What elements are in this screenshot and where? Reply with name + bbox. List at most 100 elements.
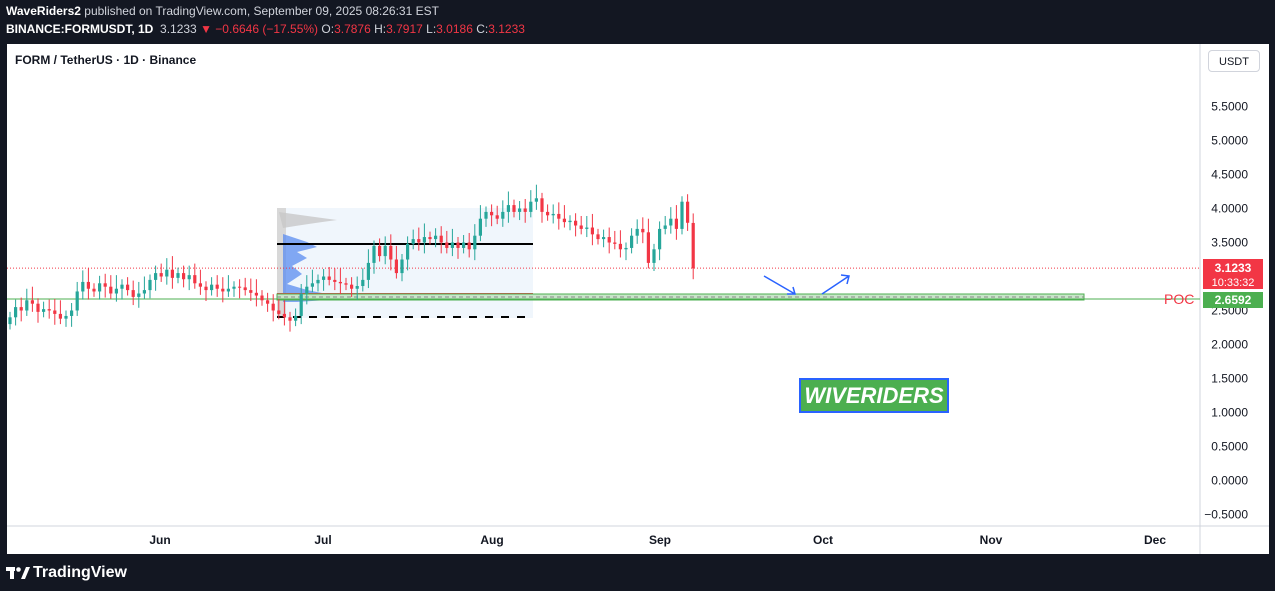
candle-body <box>456 242 460 248</box>
candle-body <box>92 288 96 292</box>
current-price-badge <box>1203 259 1263 289</box>
candle-body <box>30 300 34 304</box>
candle-body <box>400 259 404 274</box>
candle-body <box>182 273 186 280</box>
candle-body <box>277 310 281 314</box>
candle-body <box>467 242 471 250</box>
candle-body <box>596 234 600 240</box>
y-tick-label: 4.5000 <box>1211 168 1248 182</box>
candle-body <box>338 281 342 284</box>
candle-body <box>8 317 12 325</box>
candle-body <box>64 315 68 319</box>
arrow-up-icon <box>821 274 850 295</box>
candle-body <box>658 228 662 250</box>
candle-body <box>372 245 376 263</box>
candle-body <box>394 259 398 274</box>
tradingview-logo-icon <box>6 567 30 579</box>
last-price: 3.1233 <box>160 22 197 36</box>
candle-body <box>193 275 197 284</box>
candle-body <box>42 309 46 312</box>
publisher-name[interactable]: WaveRiders2 <box>6 4 81 18</box>
candle-body <box>501 211 505 219</box>
candle-body <box>142 290 146 294</box>
price-chart[interactable]: WIVERIDERS 5.5000 5.0000 4.5000 4.0000 3.5000… <box>7 44 1269 554</box>
candle-body <box>518 208 522 212</box>
candle-body <box>215 284 219 289</box>
candle-body <box>243 287 247 291</box>
candle-body <box>109 286 113 294</box>
candle-body <box>187 275 191 280</box>
symbol-legend: FORM / TetherUS · 1D · Binance <box>15 53 197 67</box>
candle-body <box>36 303 40 312</box>
symbol-label: BINANCE:FORMUSDT, 1D <box>6 22 154 36</box>
currency-unit-button[interactable]: USDT <box>1208 50 1260 72</box>
chart-area[interactable]: WIVERIDERS 5.5000 5.0000 4.5000 4.0000 3.5000… <box>7 44 1269 554</box>
candle-body <box>546 211 550 216</box>
candle-body <box>221 288 225 292</box>
candle-body <box>322 276 326 280</box>
candle-body <box>271 303 275 311</box>
candle-body <box>669 218 673 226</box>
candle-body <box>310 283 314 287</box>
candle-body <box>450 242 454 248</box>
candle-body <box>602 237 606 240</box>
x-tick-label: Jun <box>149 533 170 547</box>
x-tick-label: Sep <box>649 533 671 547</box>
candle-body <box>70 310 74 316</box>
wiveriders-badge-text: WIVERIDERS <box>804 383 944 408</box>
candle-body <box>635 228 639 236</box>
candle-body <box>299 293 303 316</box>
x-tick-label: Aug <box>480 533 503 547</box>
candle-body <box>47 309 51 311</box>
candle-body <box>355 286 359 289</box>
candle-body <box>98 283 102 292</box>
candle-body <box>641 228 645 233</box>
candle-body <box>529 201 533 212</box>
candle-body <box>490 211 494 216</box>
candle-body <box>148 279 152 291</box>
x-tick-label: Jul <box>314 533 331 547</box>
candle-body <box>176 273 180 278</box>
poc-label: POC <box>1164 291 1194 307</box>
candle-body <box>428 237 432 240</box>
candle-body <box>389 245 393 260</box>
y-tick-label: 1.0000 <box>1211 406 1248 420</box>
candle-body <box>691 222 695 269</box>
candle-body <box>540 198 544 212</box>
candle-body <box>81 281 85 292</box>
projection-arrows <box>763 274 850 295</box>
candle-body <box>495 215 499 219</box>
tradingview-brand: TradingView <box>33 564 127 581</box>
low-value: 3.0186 <box>436 22 473 36</box>
candle-body <box>75 291 79 311</box>
y-tick-label: −0.5000 <box>1204 508 1248 522</box>
candle-body <box>305 286 309 294</box>
candle-body <box>663 225 667 229</box>
candle-body <box>574 220 578 226</box>
candle-body <box>462 242 466 248</box>
high-label: H: <box>374 22 387 36</box>
candle-body <box>58 313 62 319</box>
candle-body <box>686 201 690 223</box>
candle-body <box>613 242 617 244</box>
candle-body <box>562 218 566 223</box>
x-tick-label: Oct <box>813 533 833 547</box>
candle-body <box>316 279 320 284</box>
publish-text: published on TradingView.com, September … <box>80 4 439 18</box>
poc-price-text: 2.6592 <box>1215 293 1252 307</box>
candle-body <box>120 284 124 289</box>
candle-body <box>624 247 628 250</box>
candle-body <box>210 284 214 291</box>
volume-profile-grey-hist <box>279 212 337 228</box>
y-tick-label: 5.0000 <box>1211 134 1248 148</box>
candle-body <box>232 286 236 289</box>
candle-body <box>585 227 589 229</box>
candle-body <box>484 211 488 219</box>
candle-body <box>680 201 684 229</box>
candle-body <box>103 283 107 287</box>
volume-profile-blue-hist <box>283 234 347 302</box>
candle-body <box>523 208 527 212</box>
open-label: O: <box>321 22 335 36</box>
y-tick-label: 3.5000 <box>1211 236 1248 250</box>
candle-body <box>266 300 270 304</box>
